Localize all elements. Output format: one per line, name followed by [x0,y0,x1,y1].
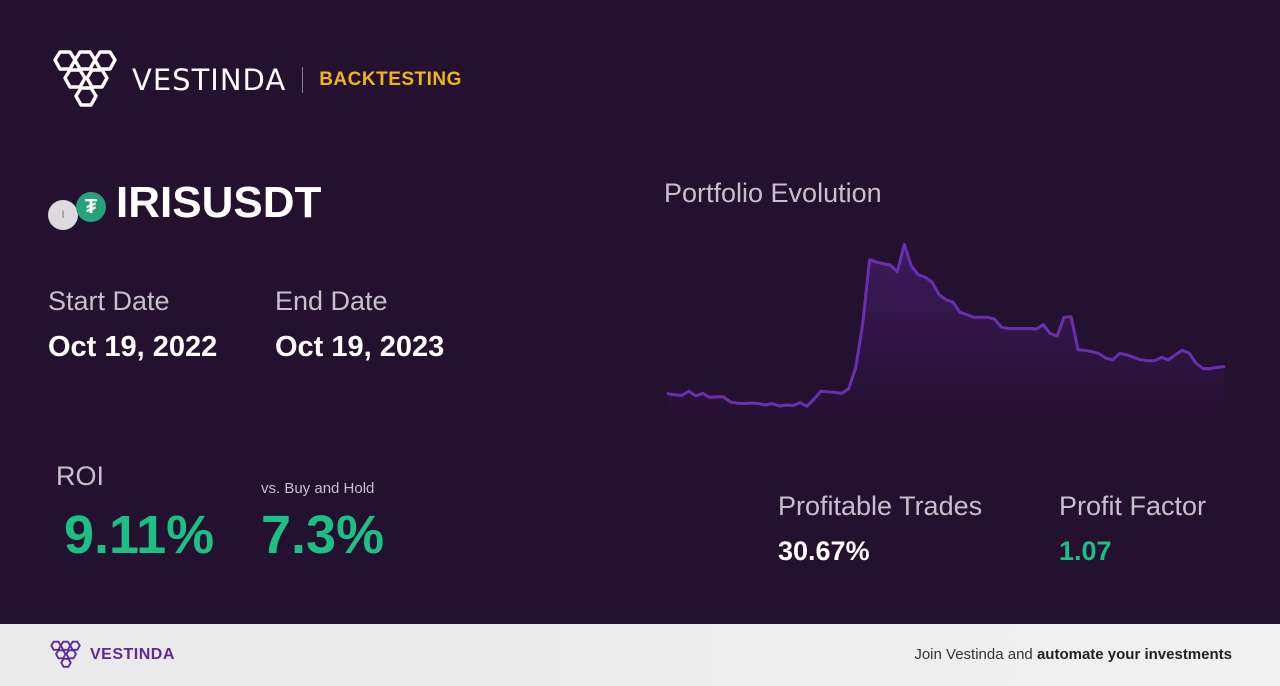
footer-cta-bold: automate your investments [1036,646,1232,663]
footer-bar: VESTINDA Join Vestinda and automate your… [0,624,1280,686]
footer-cta-prefix: Join Vestinda and [914,646,1037,663]
footer-cta[interactable]: Join Vestinda and automate your investme… [914,646,1232,663]
portfolio-evolution-chart [666,243,1226,424]
vs-buy-hold-value: 7.3% [261,505,385,565]
chart-title: Portfolio Evolution [664,178,882,208]
profit-factor-value: 1.07 [1059,536,1112,566]
footer-logo[interactable]: VESTINDA [48,639,175,671]
vestinda-logo[interactable]: VESTINDA BACKTESTING [48,48,462,112]
end-date-value: Oct 19, 2023 [275,331,445,363]
end-date-label: End Date [275,286,388,316]
vestinda-hexagon-logo-icon [53,50,117,107]
iris-coin-icon: I [48,200,78,230]
vestinda-hexagon-logo-icon [50,640,81,668]
tether-coin-icon: ₮ [76,192,106,222]
portfolio-line [666,243,1226,408]
pair-name: IRISUSDT [116,178,322,227]
brand-name: VESTINDA [132,63,287,97]
footer-brand-name: VESTINDA [90,646,175,663]
roi-value: 9.11% [64,505,215,565]
portfolio-area [668,244,1224,424]
brand-divider [302,67,304,93]
profitable-trades-label: Profitable Trades [778,491,983,521]
profit-factor-label: Profit Factor [1059,491,1207,521]
start-date-value: Oct 19, 2022 [48,331,218,363]
profitable-trades-value: 30.67% [778,536,870,566]
vs-buy-hold-label: vs. Buy and Hold [261,480,375,497]
start-date-label: Start Date [48,286,170,316]
brand-tag: BACKTESTING [319,69,462,90]
roi-label: ROI [56,461,105,491]
backtest-card: VESTINDA BACKTESTING I ₮ IRISUSDT Start … [0,0,1280,624]
